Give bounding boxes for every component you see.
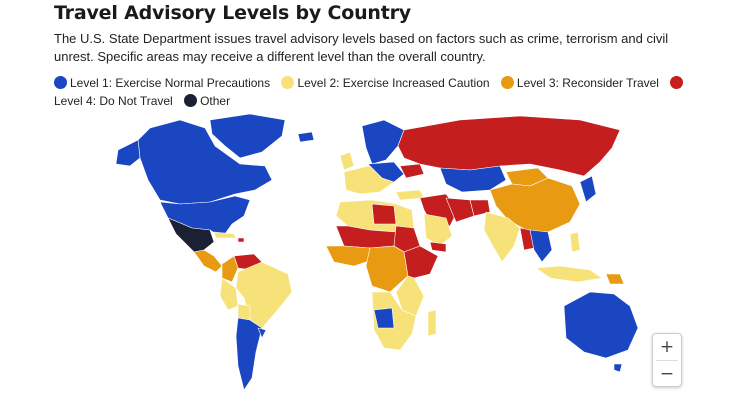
region-greenland[interactable] [209, 113, 286, 159]
legend-label-level-2: Level 2: Exercise Increased Caution [297, 76, 490, 90]
region-mexico[interactable] [167, 217, 215, 253]
region-west-africa[interactable] [325, 245, 373, 267]
world-map[interactable] [0, 106, 730, 400]
region-yemen[interactable] [429, 241, 447, 253]
region-scandinavia[interactable] [361, 119, 405, 165]
region-colombia[interactable] [221, 255, 239, 283]
region-haiti[interactable] [237, 237, 245, 243]
region-ukraine[interactable] [399, 163, 425, 179]
region-central-america[interactable] [193, 249, 223, 273]
page-subtitle: The U.S. State Department issues travel … [54, 31, 669, 64]
region-alaska[interactable] [115, 139, 141, 167]
region-peru[interactable] [219, 277, 239, 311]
map-legend: Level 1: Exercise Normal Precautions Lev… [54, 74, 694, 110]
region-tasmania[interactable] [613, 363, 623, 373]
region-papua-new-guinea[interactable] [605, 273, 625, 285]
region-indonesia[interactable] [535, 265, 603, 283]
zoom-out-button[interactable]: − [653, 361, 681, 387]
region-uk[interactable] [339, 151, 355, 171]
legend-swatch-level-2 [281, 76, 295, 89]
region-uruguay[interactable] [257, 327, 267, 339]
region-bolivia[interactable] [237, 303, 251, 321]
region-southeast-asia[interactable] [529, 229, 553, 263]
legend-item-level-3[interactable]: Level 3: Reconsider Travel [500, 76, 659, 90]
region-russia[interactable] [397, 115, 621, 177]
region-namibia-botswana[interactable] [373, 307, 395, 329]
region-horn-of-africa[interactable] [403, 245, 439, 279]
legend-item-level-2[interactable]: Level 2: Exercise Increased Caution [281, 76, 490, 90]
legend-swatch-level-3 [500, 76, 514, 89]
region-turkey[interactable] [395, 189, 425, 201]
legend-item-other[interactable]: Other [184, 94, 230, 108]
region-philippines[interactable] [569, 231, 581, 253]
legend-swatch-level-1 [54, 76, 67, 89]
region-india[interactable] [483, 211, 521, 263]
region-central-africa[interactable] [365, 245, 409, 293]
legend-label-level-1: Level 1: Exercise Normal Precautions [70, 76, 271, 90]
region-canada[interactable] [137, 119, 273, 205]
legend-label-other: Other [200, 94, 231, 108]
legend-swatch-level-4 [670, 76, 684, 89]
legend-item-level-1[interactable]: Level 1: Exercise Normal Precautions [54, 76, 270, 90]
legend-label-level-3: Level 3: Reconsider Travel [516, 76, 659, 90]
region-madagascar[interactable] [427, 309, 437, 337]
region-kazakhstan[interactable] [439, 165, 507, 193]
region-argentina[interactable] [235, 317, 263, 391]
zoom-in-button[interactable]: + [653, 334, 681, 360]
legend-swatch-other [184, 94, 198, 107]
legend-item-level-4[interactable]: Level 4: Do Not Travel [54, 76, 686, 108]
region-southern-africa[interactable] [371, 291, 417, 351]
region-australia[interactable] [563, 291, 639, 359]
region-afghanistan[interactable] [469, 199, 491, 217]
region-libya[interactable] [371, 203, 397, 225]
legend-label-level-4: Level 4: Do Not Travel [54, 94, 173, 108]
region-cuba[interactable] [213, 231, 237, 239]
region-korea-japan[interactable] [579, 175, 597, 203]
page-title: Travel Advisory Levels by Country [54, 2, 411, 24]
zoom-divider [656, 360, 678, 361]
region-saudi-arabia[interactable] [423, 213, 453, 247]
region-iceland[interactable] [297, 131, 315, 143]
region-central-europe[interactable] [367, 161, 405, 183]
map-zoom-controls: + − [652, 333, 682, 387]
